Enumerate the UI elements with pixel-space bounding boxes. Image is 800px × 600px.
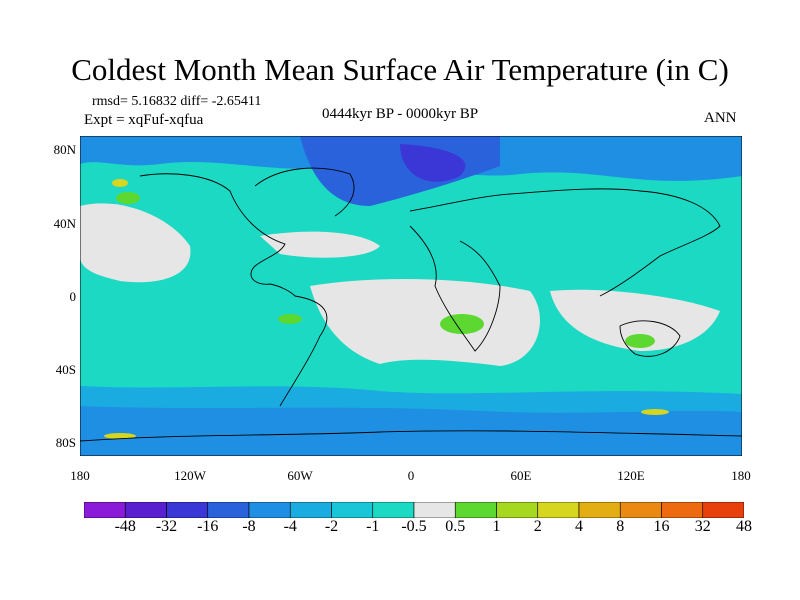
colorbar-swatch <box>84 502 126 518</box>
colorbar-swatch <box>619 502 662 518</box>
rmsd-diff-text: rmsd= 5.16832 diff= -2.65411 <box>92 94 262 109</box>
colorbar-label: -16 <box>197 518 219 535</box>
x-tick-120e: 120E <box>617 468 645 483</box>
antarctic-warm-patch-east <box>641 409 669 415</box>
x-tick-60e: 60E <box>510 468 532 483</box>
coastlines <box>80 167 742 442</box>
temperature-map <box>80 136 742 456</box>
colorbar-swatch <box>207 502 250 518</box>
neutral-atlantic-north <box>260 231 380 258</box>
period-label: 0444kyr BP - 0000kyr BP <box>322 106 479 122</box>
colorbar-swatch <box>496 502 539 518</box>
neutral-tropical-south <box>310 279 540 366</box>
antarctic-warm-patch-west <box>104 433 136 439</box>
map-title: Coldest Month Mean Surface Air Temperatu… <box>71 52 729 87</box>
y-tick-80n: 80N <box>53 142 76 157</box>
arctic-coldest-region <box>400 144 466 182</box>
y-tick-40n: 40N <box>53 216 76 231</box>
colorbar-label: 1 <box>492 518 501 535</box>
colorbar-swatch <box>661 502 704 518</box>
colorbar-label: -4 <box>283 518 297 535</box>
colorbar-swatch <box>248 502 291 518</box>
x-tick-60w: 60W <box>287 468 313 483</box>
colorbar-swatch <box>537 502 580 518</box>
x-tick-180-left: 180 <box>70 468 90 483</box>
colorbar-label: 4 <box>575 518 583 535</box>
south-america-warm-patch <box>278 314 302 324</box>
neutral-indian-pacific <box>550 289 720 351</box>
colorbar-swatch <box>372 502 415 518</box>
colorbar-swatch <box>578 502 621 518</box>
colorbar-label: -0.5 <box>401 518 427 535</box>
neutral-pacific-north <box>80 203 191 283</box>
colorbar-label: 0.5 <box>445 518 466 535</box>
colorbar-label: 32 <box>694 518 711 535</box>
y-tick-0: 0 <box>69 289 77 304</box>
season-label: ANN <box>704 110 737 126</box>
x-tick-120w: 120W <box>174 468 206 483</box>
x-tick-0: 0 <box>407 468 415 483</box>
australia-warm-patch <box>625 334 655 348</box>
colorbar-label: -8 <box>242 518 256 535</box>
colorbar-swatch <box>702 502 744 518</box>
colorbar-label: 2 <box>533 518 542 535</box>
colorbar-label: 16 <box>653 518 670 535</box>
colorbar <box>84 502 744 518</box>
colorbar-swatch <box>331 502 374 518</box>
alaska-warm-patch <box>112 179 128 187</box>
north-pacific-warm-patch <box>116 192 140 204</box>
colorbar-swatch <box>289 502 332 518</box>
colorbar-label: 8 <box>616 518 625 535</box>
africa-warm-patch <box>440 314 484 334</box>
colorbar-label: -48 <box>114 518 136 535</box>
experiment-label: Expt = xqFuf-xqfua <box>84 112 204 128</box>
colorbar-swatch <box>413 502 456 518</box>
x-tick-180-right: 180 <box>731 468 751 483</box>
colorbar-swatch <box>454 502 497 518</box>
colorbar-label: 48 <box>736 518 752 535</box>
colorbar-swatch <box>124 502 167 518</box>
colorbar-swatch <box>166 502 209 518</box>
colorbar-label: -2 <box>324 518 339 535</box>
y-tick-80s: 80S <box>55 435 76 450</box>
colorbar-label: -1 <box>366 518 380 535</box>
colorbar-label: -32 <box>155 518 178 535</box>
y-tick-40s: 40S <box>55 362 76 377</box>
